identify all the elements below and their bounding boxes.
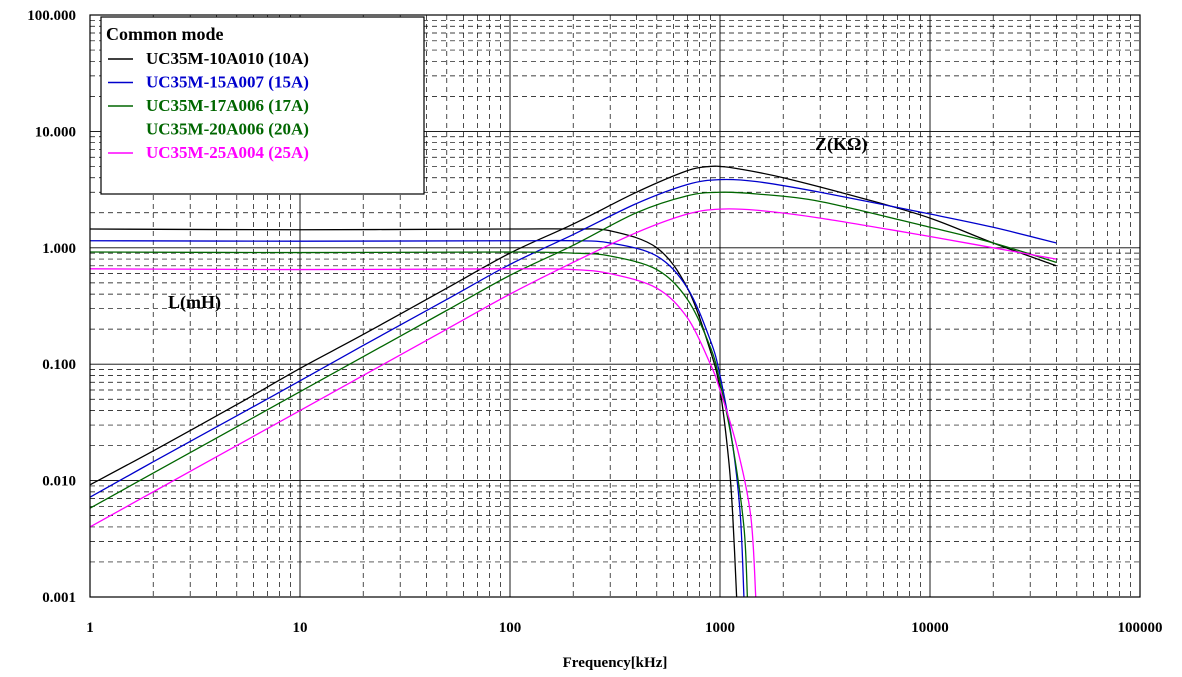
series-2-impedance-line	[89, 178, 1057, 498]
x-tick-label: 10	[293, 620, 308, 636]
inductance-annotation: L(mH)	[168, 292, 221, 313]
y-tick-label: 100.000	[27, 8, 76, 24]
series-3-inductance-line	[89, 251, 749, 598]
series-5-impedance-line	[89, 208, 1057, 528]
x-axis-title: Frequency[kHz]	[563, 655, 668, 671]
legend-label: UC35M-17A006 (17A)	[146, 96, 309, 115]
y-tick-label: 10.000	[35, 124, 76, 140]
x-tick-label: 10000	[911, 620, 949, 636]
legend-label: UC35M-15A007 (15A)	[146, 73, 309, 92]
plot-frame	[89, 14, 1141, 598]
minor-grid	[90, 15, 1140, 597]
series-5-inductance-line	[89, 268, 757, 598]
x-tick-label: 100	[499, 620, 522, 636]
legend-box	[100, 16, 425, 195]
y-tick-label: 1.000	[42, 241, 76, 257]
legend: Common mode UC35M-10A010 (10A) UC35M-15A0…	[100, 16, 425, 195]
series-lines	[89, 165, 1057, 598]
legend-title: Common mode	[106, 24, 224, 44]
y-tick-label: 0.001	[42, 590, 76, 606]
series-3-impedance-line	[89, 191, 1057, 509]
x-tick-labels: 1 10 100 1000 10000 100000	[86, 620, 1162, 636]
impedance-annotation: Z(KΩ)	[815, 134, 867, 155]
y-tick-labels: 0.001 0.010 0.100 1.000 10.000 100.000	[27, 8, 76, 606]
legend-label: UC35M-10A010 (10A)	[146, 49, 309, 68]
legend-label: UC35M-25A004 (25A)	[146, 143, 309, 162]
x-tick-label: 1000	[705, 620, 735, 636]
y-tick-label: 0.100	[42, 357, 76, 373]
x-tick-label: 100000	[1118, 620, 1163, 636]
x-tick-label: 1	[86, 620, 94, 636]
y-tick-label: 0.010	[42, 474, 76, 490]
series-1-inductance-line	[89, 228, 738, 598]
legend-label: UC35M-20A006 (20A)	[146, 120, 309, 139]
series-1-impedance-line	[89, 165, 1057, 486]
